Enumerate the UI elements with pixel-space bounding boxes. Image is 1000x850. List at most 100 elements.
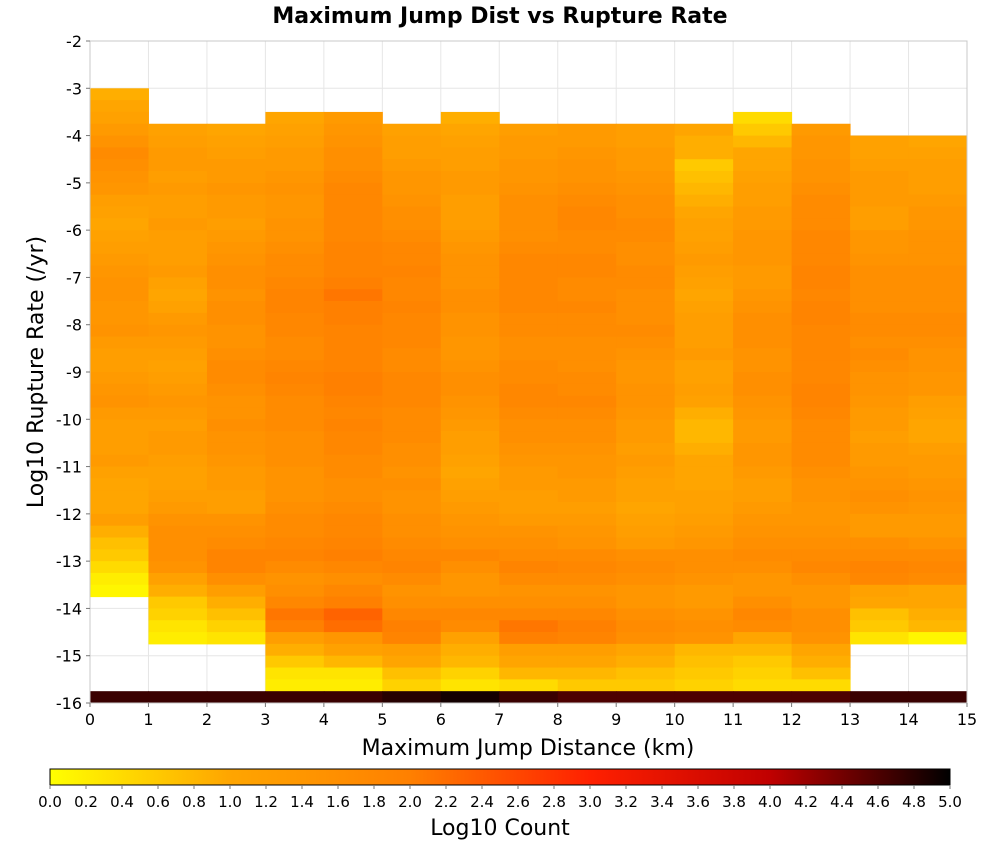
heatmap-cell xyxy=(499,123,559,137)
heatmap-cell xyxy=(90,194,149,207)
colorbar-tick-label: 0.6 xyxy=(146,793,170,811)
heatmap-cell xyxy=(674,490,734,503)
heatmap-cell xyxy=(733,513,793,527)
heatmap-cell xyxy=(499,561,559,574)
chart-title: Maximum Jump Dist vs Rupture Rate xyxy=(272,4,727,29)
heatmap-cell xyxy=(733,679,793,692)
x-tick-label: 6 xyxy=(436,710,446,729)
heatmap-cell xyxy=(323,383,383,397)
y-tick-label: -14 xyxy=(56,599,82,618)
heatmap-cell xyxy=(616,478,676,491)
x-tick-label: 2 xyxy=(202,710,212,729)
heatmap-cell xyxy=(674,348,734,361)
heatmap-cell xyxy=(674,312,734,326)
x-axis-label: Maximum Jump Distance (km) xyxy=(362,736,695,761)
colorbar-tick-label: 3.0 xyxy=(578,793,602,811)
heatmap-cell xyxy=(499,253,559,267)
heatmap-cell xyxy=(791,561,851,574)
heatmap-cell xyxy=(265,632,325,645)
heatmap-cell xyxy=(557,147,617,160)
heatmap-cell xyxy=(908,584,968,598)
heatmap-cell xyxy=(323,182,383,196)
heatmap-cell xyxy=(557,620,617,633)
heatmap-cell xyxy=(791,478,851,491)
heatmap-cell xyxy=(908,572,968,586)
x-tick-label: 1 xyxy=(143,710,153,729)
heatmap-cell xyxy=(616,419,676,432)
heatmap-cell xyxy=(265,147,325,160)
heatmap-cell xyxy=(265,620,325,633)
heatmap-cell xyxy=(148,147,208,160)
heatmap-cell xyxy=(382,123,442,137)
heatmap-cell xyxy=(323,679,383,692)
heatmap-cell xyxy=(674,360,734,373)
heatmap-cell xyxy=(791,632,851,645)
heatmap-cell xyxy=(148,431,208,444)
colorbar-tick-label: 5.0 xyxy=(938,793,962,811)
heatmap-cell xyxy=(323,301,383,314)
heatmap-cell xyxy=(382,230,442,243)
heatmap-cell xyxy=(440,336,500,349)
heatmap-cell xyxy=(440,383,500,397)
heatmap-cell xyxy=(323,691,383,703)
heatmap-cell xyxy=(90,147,149,160)
heatmap-cell xyxy=(616,289,676,302)
heatmap-cell xyxy=(674,549,734,562)
heatmap-cell xyxy=(733,395,793,408)
heatmap-cell xyxy=(733,584,793,598)
y-tick-label: -16 xyxy=(56,694,82,713)
heatmap-cell xyxy=(850,454,910,468)
heatmap-cell xyxy=(557,348,617,361)
heatmap-cell xyxy=(265,454,325,468)
heatmap-cell xyxy=(674,643,734,657)
heatmap-cell xyxy=(90,407,149,420)
heatmap-cell xyxy=(206,253,266,267)
heatmap-cell xyxy=(323,419,383,432)
heatmap-cell xyxy=(791,336,851,349)
heatmap-cell xyxy=(557,159,617,172)
heatmap-cell xyxy=(90,336,149,349)
colorbar-tick-label: 1.6 xyxy=(326,793,350,811)
heatmap-cell xyxy=(265,596,325,609)
heatmap-cell xyxy=(323,561,383,574)
heatmap-cell xyxy=(733,277,793,290)
heatmap-cell xyxy=(733,182,793,196)
heatmap-cell xyxy=(90,182,149,196)
heatmap-cell xyxy=(674,442,734,456)
heatmap-cell xyxy=(557,324,617,338)
heatmap-cell xyxy=(206,537,266,550)
heatmap-cell xyxy=(148,537,208,550)
heatmap-cell xyxy=(323,596,383,609)
heatmap-cell xyxy=(557,182,617,196)
heatmap-cell xyxy=(908,241,968,255)
heatmap-cell xyxy=(557,442,617,456)
heatmap-cell xyxy=(674,301,734,314)
colorbar-tick-label: 2.4 xyxy=(470,793,494,811)
heatmap-cell xyxy=(733,537,793,550)
heatmap-cell xyxy=(850,383,910,397)
heatmap-cell xyxy=(850,549,910,562)
heatmap-cell xyxy=(206,395,266,408)
heatmap-cell xyxy=(499,372,559,385)
heatmap-cell xyxy=(616,147,676,160)
heatmap-cell xyxy=(850,159,910,172)
heatmap-cell xyxy=(90,502,149,515)
heatmap-cell xyxy=(557,478,617,491)
heatmap-cell xyxy=(148,372,208,385)
heatmap-cell xyxy=(265,679,325,692)
heatmap-cell xyxy=(382,348,442,361)
heatmap-cell xyxy=(850,407,910,420)
heatmap-cell xyxy=(323,312,383,326)
heatmap-cell xyxy=(791,171,851,184)
heatmap-cell xyxy=(908,301,968,314)
heatmap-cell xyxy=(323,253,383,267)
heatmap-cell xyxy=(148,691,208,703)
heatmap-cell xyxy=(265,159,325,172)
heatmap-cell xyxy=(557,135,617,148)
heatmap-cell xyxy=(323,632,383,645)
heatmap-cell xyxy=(382,442,442,456)
heatmap-cell xyxy=(733,289,793,302)
heatmap-cell xyxy=(616,372,676,385)
heatmap-cell xyxy=(499,360,559,373)
heatmap-cell xyxy=(440,549,500,562)
